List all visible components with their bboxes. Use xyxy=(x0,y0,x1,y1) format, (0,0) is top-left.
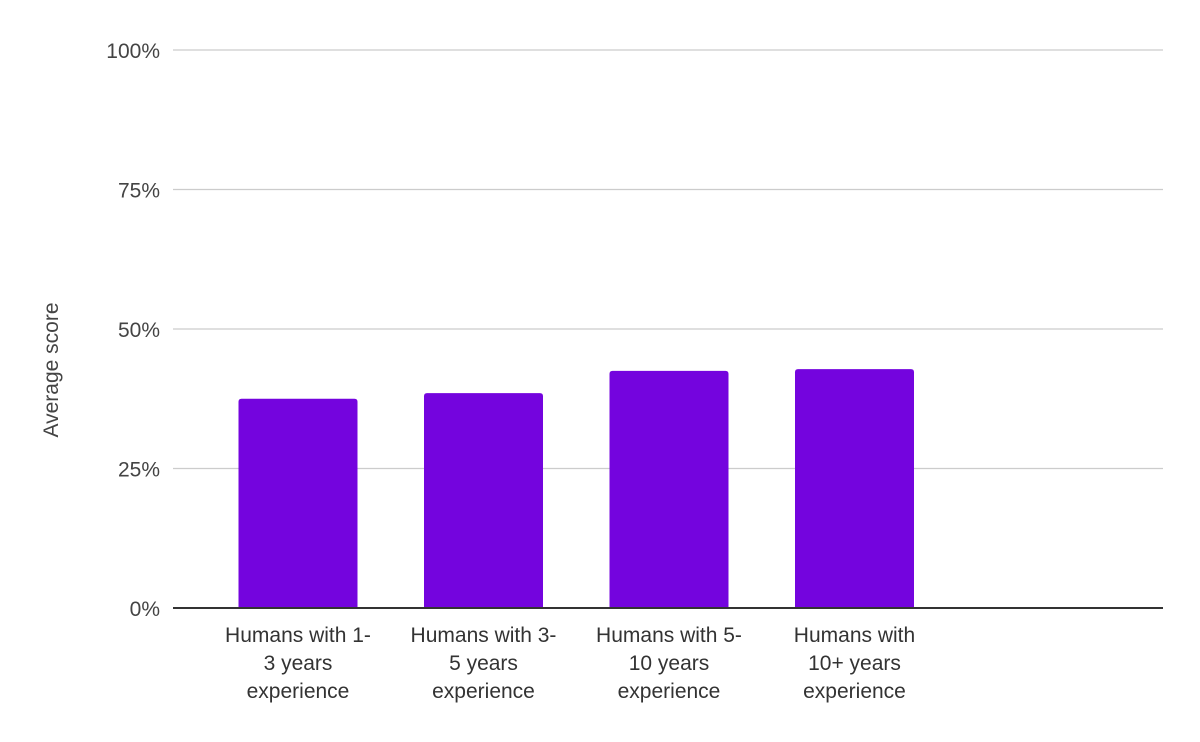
y-tick-label: 25% xyxy=(118,459,160,482)
x-category-label: Humans with 3-5 years experience xyxy=(411,624,557,703)
bar xyxy=(609,370,729,608)
y-tick-label: 75% xyxy=(118,180,160,203)
x-category-label: Humans with 10+ years experience xyxy=(794,624,915,703)
y-tick-label: 100% xyxy=(106,40,160,63)
x-category-label: Humans with 1-3 years experience xyxy=(225,624,371,703)
bar xyxy=(424,393,543,608)
bars xyxy=(238,369,914,608)
y-tick-label: 50% xyxy=(118,319,160,342)
bar xyxy=(238,398,358,608)
y-axis-tick-labels: 0% 25% 50% 75% 100% xyxy=(106,40,160,621)
y-axis-title: Average score xyxy=(40,302,63,437)
x-category-label: Humans with 5-10 years experience xyxy=(596,624,742,703)
bar xyxy=(795,369,914,608)
y-tick-label: 0% xyxy=(130,598,160,621)
x-axis-category-labels: Humans with 1-3 years experience Humans wi… xyxy=(225,624,915,703)
